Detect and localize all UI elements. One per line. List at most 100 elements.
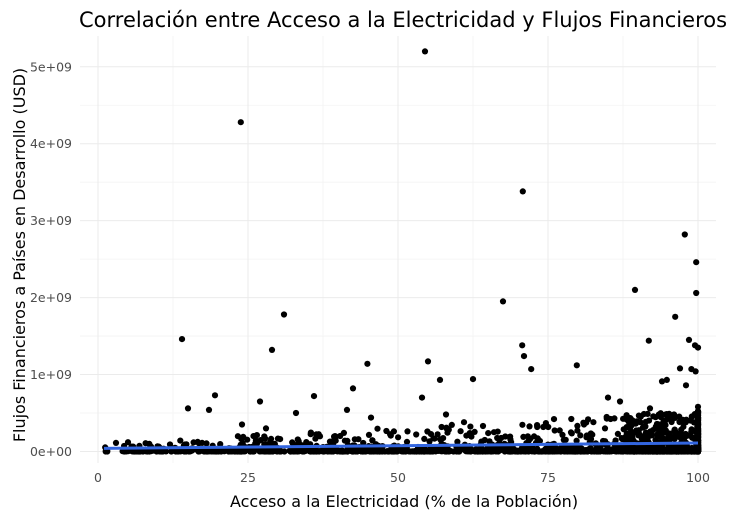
- y-tick-label: 3e+09: [30, 213, 72, 228]
- data-point: [364, 360, 371, 367]
- data-point: [636, 431, 643, 438]
- data-point: [153, 448, 160, 455]
- data-point: [343, 406, 351, 413]
- data-point: [431, 446, 438, 453]
- data-point: [573, 437, 580, 444]
- data-point: [648, 432, 655, 439]
- data-point: [526, 423, 533, 430]
- data-point: [666, 430, 673, 437]
- data-point: [691, 427, 698, 434]
- y-axis-title: Flujos Financieros a Países en Desarroll…: [10, 68, 29, 442]
- data-point: [369, 437, 376, 444]
- data-point: [301, 447, 308, 454]
- data-point: [260, 448, 267, 455]
- data-point: [228, 448, 235, 455]
- data-point: [390, 448, 397, 455]
- data-point: [448, 421, 455, 428]
- data-point: [694, 412, 702, 419]
- data-point: [652, 448, 659, 455]
- data-point: [551, 448, 558, 455]
- data-point: [174, 448, 181, 455]
- data-point: [492, 446, 500, 454]
- x-tick-label: 25: [240, 470, 256, 485]
- data-point: [657, 414, 665, 421]
- data-point: [494, 434, 501, 442]
- data-point: [616, 398, 624, 405]
- data-point: [508, 448, 515, 455]
- data-point: [238, 421, 246, 428]
- data-point: [250, 433, 257, 440]
- data-point: [457, 428, 464, 435]
- data-point: [471, 447, 479, 454]
- data-point: [322, 448, 329, 455]
- data-point: [618, 448, 626, 455]
- data-point: [349, 385, 357, 392]
- y-tick-label: 4e+09: [30, 136, 72, 151]
- data-point: [520, 433, 527, 440]
- data-point: [199, 439, 206, 446]
- data-point: [367, 414, 375, 421]
- data-point: [604, 448, 611, 455]
- data-point: [528, 366, 535, 373]
- data-point: [205, 406, 213, 413]
- data-point: [692, 368, 699, 375]
- data-point: [328, 448, 335, 455]
- data-point: [631, 286, 639, 293]
- data-point: [403, 438, 411, 445]
- data-point: [413, 448, 420, 455]
- data-point: [289, 439, 296, 446]
- trend-line: [103, 441, 699, 450]
- y-tick-label: 2e+09: [30, 290, 72, 305]
- data-point: [657, 448, 664, 455]
- x-tick-label: 75: [540, 470, 556, 485]
- data-point: [620, 415, 627, 422]
- data-point: [663, 411, 670, 418]
- data-point: [413, 431, 420, 438]
- trend-line-group: [103, 441, 699, 450]
- data-point: [502, 433, 509, 440]
- data-point: [443, 424, 450, 431]
- data-point: [693, 289, 700, 297]
- x-tick-label: 0: [94, 470, 102, 485]
- data-point: [204, 448, 211, 455]
- data-point: [316, 448, 323, 455]
- data-point: [573, 362, 580, 369]
- data-point: [312, 435, 319, 442]
- data-point: [542, 420, 550, 427]
- data-point: [601, 425, 609, 432]
- data-point: [261, 433, 268, 440]
- data-point: [645, 337, 652, 344]
- data-point: [642, 429, 650, 436]
- data-point: [694, 403, 702, 410]
- data-point: [658, 378, 666, 385]
- data-point: [471, 428, 478, 435]
- data-point: [250, 448, 257, 455]
- data-point: [590, 419, 597, 426]
- data-point: [367, 447, 375, 454]
- data-point: [268, 346, 276, 353]
- data-point: [627, 415, 634, 422]
- data-point: [678, 426, 685, 433]
- data-point: [296, 448, 303, 455]
- data-point: [668, 418, 675, 425]
- data-point: [663, 376, 670, 383]
- data-point: [256, 398, 264, 405]
- data-point: [582, 447, 589, 454]
- data-point: [462, 445, 469, 452]
- data-point: [274, 448, 281, 455]
- data-point: [310, 393, 318, 400]
- data-point: [262, 425, 270, 432]
- data-point: [519, 421, 526, 428]
- data-point: [142, 440, 149, 447]
- data-point: [672, 313, 679, 320]
- data-point: [420, 448, 427, 455]
- data-point: [666, 436, 674, 443]
- data-point: [331, 435, 338, 442]
- data-point: [577, 432, 584, 439]
- data-point: [654, 433, 661, 440]
- data-point: [360, 448, 367, 455]
- data-point: [456, 448, 463, 455]
- data-point: [694, 448, 702, 455]
- data-point: [527, 435, 534, 442]
